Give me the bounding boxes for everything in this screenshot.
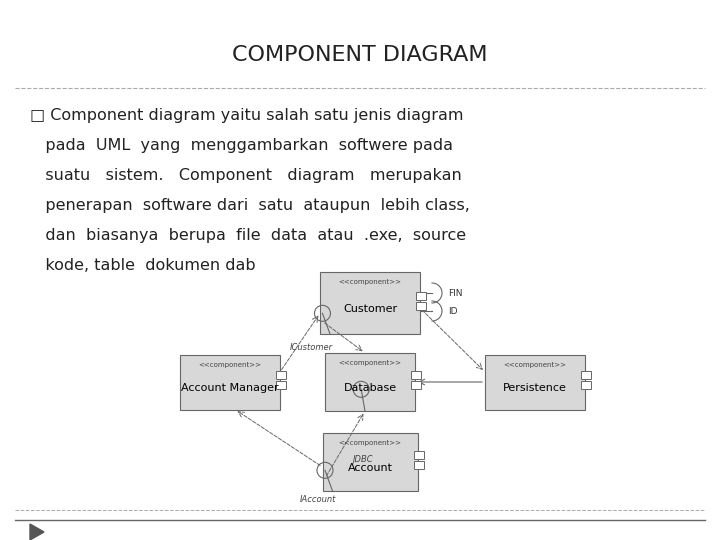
Text: JDBC: JDBC <box>352 456 373 464</box>
Text: Account Manager: Account Manager <box>181 383 279 393</box>
Text: suatu   sistem.   Component   diagram   merupakan: suatu sistem. Component diagram merupaka… <box>30 168 462 183</box>
Text: IAccount: IAccount <box>300 496 336 504</box>
Text: <<component>>: <<component>> <box>338 279 402 285</box>
FancyBboxPatch shape <box>485 354 585 409</box>
Text: ID: ID <box>448 307 457 315</box>
FancyBboxPatch shape <box>413 461 423 469</box>
Text: Database: Database <box>343 383 397 393</box>
FancyBboxPatch shape <box>180 354 280 409</box>
FancyBboxPatch shape <box>581 371 591 379</box>
FancyBboxPatch shape <box>581 381 591 389</box>
Text: <<component>>: <<component>> <box>338 360 402 366</box>
Text: <<component>>: <<component>> <box>338 440 402 446</box>
Text: <<component>>: <<component>> <box>503 361 567 368</box>
Text: COMPONENT DIAGRAM: COMPONENT DIAGRAM <box>233 45 487 65</box>
Text: FIN: FIN <box>448 288 462 298</box>
FancyBboxPatch shape <box>276 381 286 389</box>
FancyBboxPatch shape <box>325 353 415 411</box>
FancyBboxPatch shape <box>276 371 286 379</box>
Text: <<component>>: <<component>> <box>199 361 261 368</box>
Text: □ Component diagram yaitu salah satu jenis diagram: □ Component diagram yaitu salah satu jen… <box>30 108 464 123</box>
Text: Persistence: Persistence <box>503 383 567 393</box>
Text: Customer: Customer <box>343 304 397 314</box>
Text: penerapan  software dari  satu  ataupun  lebih class,: penerapan software dari satu ataupun leb… <box>30 198 470 213</box>
FancyBboxPatch shape <box>323 433 418 491</box>
Text: pada  UML  yang  menggambarkan  softwere pada: pada UML yang menggambarkan softwere pad… <box>30 138 453 153</box>
Text: kode, table  dokumen dab: kode, table dokumen dab <box>30 258 256 273</box>
FancyBboxPatch shape <box>320 272 420 334</box>
FancyBboxPatch shape <box>411 371 421 379</box>
Text: ICustomer: ICustomer <box>290 343 333 353</box>
Text: dan  biasanya  berupa  file  data  atau  .exe,  source: dan biasanya berupa file data atau .exe,… <box>30 228 466 243</box>
FancyBboxPatch shape <box>411 381 421 389</box>
FancyBboxPatch shape <box>413 451 423 459</box>
FancyBboxPatch shape <box>416 292 426 300</box>
Polygon shape <box>30 524 44 540</box>
Text: Account: Account <box>348 463 392 473</box>
FancyBboxPatch shape <box>416 302 426 310</box>
